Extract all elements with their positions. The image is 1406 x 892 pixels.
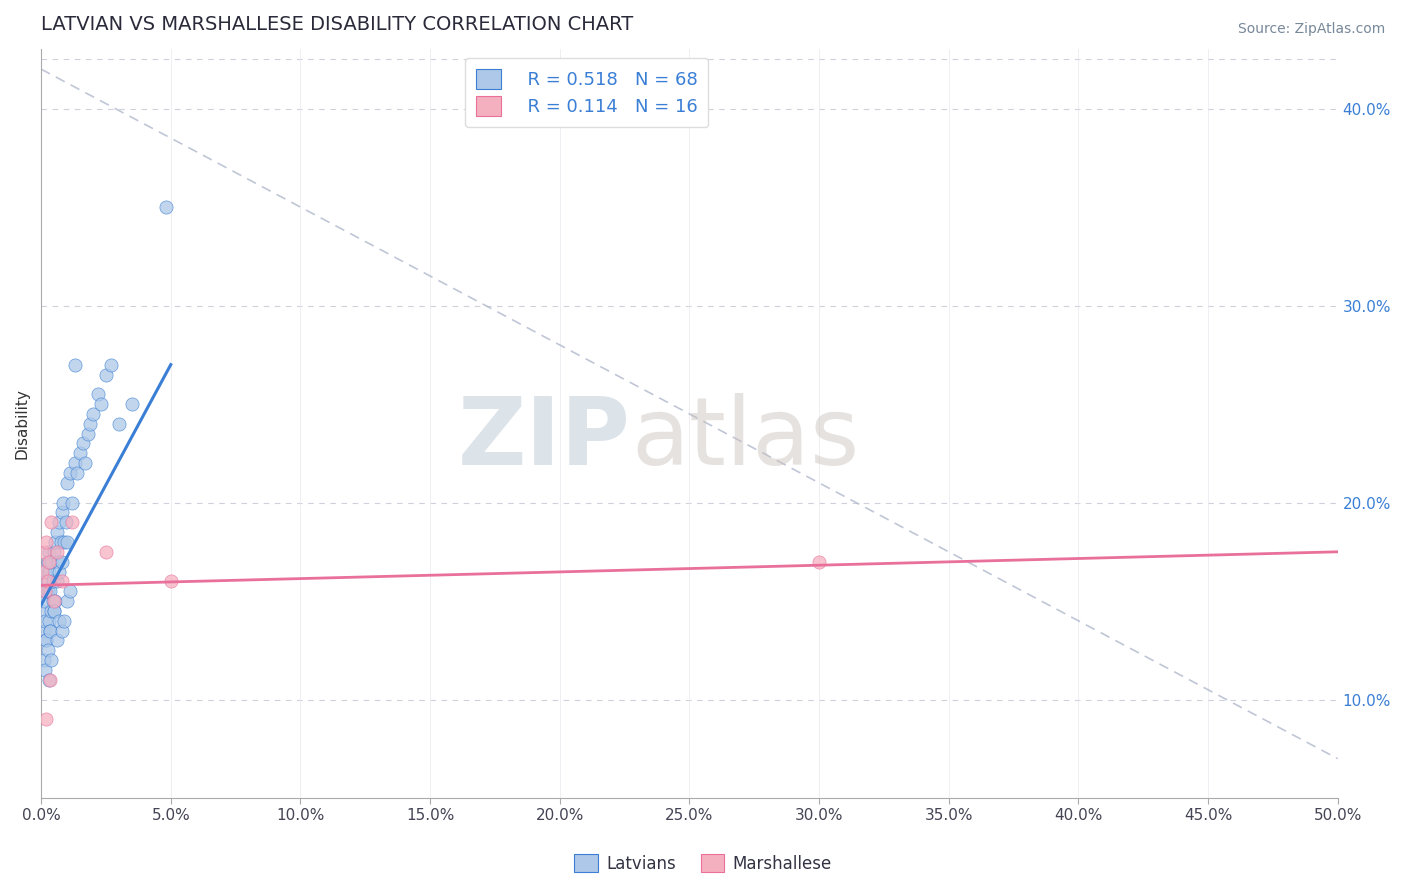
Point: [63, 358, 86, 372]
Point: [37, 574, 59, 589]
Point: [39, 673, 62, 687]
Point: [51, 574, 73, 589]
Point: [35, 584, 58, 599]
Point: [35, 535, 58, 549]
Point: [45, 574, 67, 589]
Point: [48, 565, 70, 579]
Point: [42, 594, 65, 608]
Point: [59, 584, 82, 599]
Point: [37, 555, 59, 569]
Point: [51, 624, 73, 638]
Point: [56, 535, 79, 549]
Point: [94, 368, 117, 382]
Point: [32, 653, 55, 667]
Point: [53, 614, 76, 628]
Point: [38, 614, 60, 628]
Text: LATVIAN VS MARSHALLESE DISABILITY CORRELATION CHART: LATVIAN VS MARSHALLESE DISABILITY CORREL…: [41, 15, 633, 34]
Point: [100, 358, 122, 372]
Point: [56, 594, 79, 608]
Point: [38, 565, 60, 579]
Point: [87, 387, 110, 401]
Point: [82, 407, 104, 421]
Point: [48, 515, 70, 529]
Legend: Latvians, Marshallese: Latvians, Marshallese: [568, 847, 838, 880]
Y-axis label: Disability: Disability: [15, 388, 30, 459]
Point: [49, 535, 72, 549]
Point: [63, 456, 86, 470]
Point: [48, 614, 70, 628]
Point: [35, 574, 58, 589]
Point: [90, 397, 112, 411]
Point: [32, 624, 55, 638]
Point: [45, 545, 67, 559]
Point: [37, 643, 59, 657]
Point: [38, 673, 60, 687]
Point: [108, 417, 131, 431]
Legend:   R = 0.518   N = 68,   R = 0.114   N = 16: R = 0.518 N = 68, R = 0.114 N = 16: [465, 59, 709, 128]
Text: Source: ZipAtlas.com: Source: ZipAtlas.com: [1237, 22, 1385, 37]
Point: [121, 397, 143, 411]
Point: [69, 446, 91, 460]
Point: [35, 633, 58, 648]
Point: [42, 604, 65, 618]
Point: [60, 515, 83, 529]
Point: [79, 417, 101, 431]
Point: [60, 495, 83, 509]
Point: [34, 663, 56, 677]
Point: [51, 555, 73, 569]
Point: [41, 604, 63, 618]
Point: [72, 436, 94, 450]
Point: [53, 535, 76, 549]
Point: [34, 584, 56, 599]
Point: [45, 633, 67, 648]
Point: [45, 525, 67, 540]
Point: [32, 545, 55, 559]
Point: [56, 475, 79, 490]
Text: ZIP: ZIP: [458, 392, 631, 484]
Point: [39, 624, 62, 638]
Point: [38, 545, 60, 559]
Point: [66, 466, 89, 480]
Point: [41, 515, 63, 529]
Point: [42, 594, 65, 608]
Point: [75, 456, 97, 470]
Point: [59, 466, 82, 480]
Point: [38, 555, 60, 569]
Point: [35, 633, 58, 648]
Point: [94, 545, 117, 559]
Point: [37, 584, 59, 599]
Point: [34, 565, 56, 579]
Point: [155, 200, 177, 214]
Text: atlas: atlas: [631, 392, 859, 484]
Point: [35, 712, 58, 726]
Point: [31, 604, 53, 618]
Point: [41, 653, 63, 667]
Point: [42, 545, 65, 559]
Point: [44, 594, 66, 608]
Point: [44, 535, 66, 549]
Point: [76, 426, 98, 441]
Point: [32, 594, 55, 608]
Point: [42, 604, 65, 618]
Point: [41, 555, 63, 569]
Point: [159, 574, 181, 589]
Point: [31, 565, 53, 579]
Point: [39, 624, 62, 638]
Point: [42, 574, 65, 589]
Point: [52, 495, 75, 509]
Point: [808, 555, 831, 569]
Point: [39, 584, 62, 599]
Point: [34, 614, 56, 628]
Point: [46, 555, 69, 569]
Point: [55, 515, 77, 529]
Point: [51, 505, 73, 519]
